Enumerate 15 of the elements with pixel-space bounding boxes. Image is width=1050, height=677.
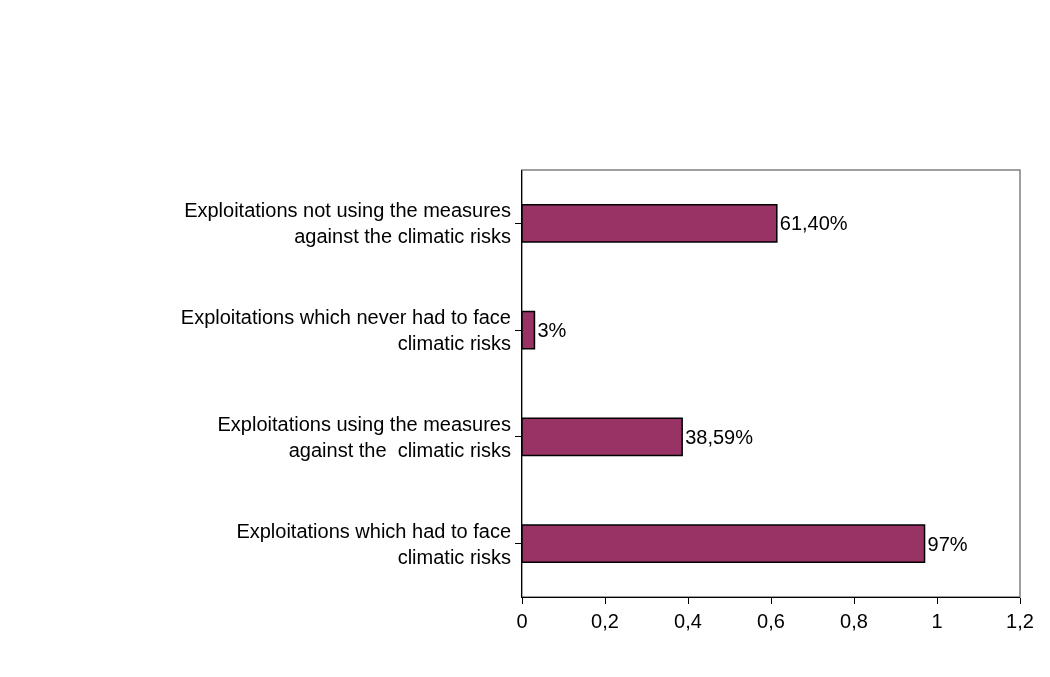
data-label: 97% — [927, 532, 968, 555]
data-label: 61,40% — [779, 212, 848, 235]
y-tick-label: Exploitations using the measures against the climatic risks — [217, 412, 511, 461]
x-tick-label: 1,2 — [1006, 610, 1034, 632]
x-tick-label: 0,2 — [591, 610, 619, 632]
y-tick-label: Exploitations which had to face climatic risks — [236, 519, 511, 568]
x-tick-label: 0,4 — [674, 610, 702, 632]
y-tick-label: Exploitations not using the measures against the climatic risks — [184, 199, 511, 248]
x-tick-label: 0,8 — [840, 610, 868, 632]
x-tick-label: 1 — [931, 610, 943, 632]
x-tick-label: 0,6 — [757, 610, 785, 632]
data-label: 3% — [537, 319, 567, 342]
x-tick-label: 0 — [516, 610, 528, 632]
data-label: 38,59% — [685, 425, 754, 448]
y-tick-label: Exploitations which never had to face climatic risks — [180, 306, 511, 355]
